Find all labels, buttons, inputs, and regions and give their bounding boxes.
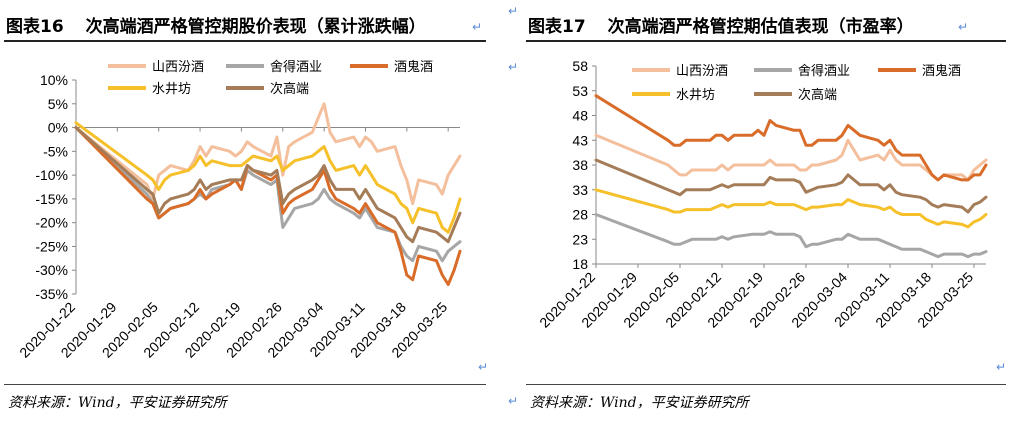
figure-number: 图表17 [528, 17, 586, 37]
y-tick-label: -20% [35, 215, 68, 231]
source-divider [4, 384, 486, 385]
title-divider [526, 40, 1006, 42]
series-line [74, 102, 462, 206]
line-chart-valuation: 5853484338332823182020-01-222020-01-2920… [536, 58, 988, 331]
y-tick-label: 48 [572, 108, 588, 124]
legend-label: 次高端 [798, 87, 837, 103]
figure-number: 图表16 [6, 17, 64, 37]
legend-label: 山西汾酒 [676, 64, 728, 79]
source-note: 资料来源：Wind，平安证券研究所 [8, 395, 227, 411]
y-tick-label: 58 [572, 58, 588, 74]
legend-label: 山西汾酒 [152, 60, 204, 75]
legend-label: 水井坊 [676, 88, 715, 103]
y-tick-label: 53 [572, 83, 588, 99]
y-tick-label: 38 [572, 157, 588, 173]
line-chart-stock-performance: 10%5%0%-5%-10%-15%-20%-25%-30%-35%2020-0… [16, 59, 462, 361]
y-tick-label: 0% [48, 120, 68, 136]
legend-label: 水井坊 [152, 82, 191, 97]
series-line [74, 126, 462, 263]
title-divider [4, 40, 486, 42]
figure-title: 次高端酒严格管控期股价表现（累计涨跌幅） [85, 17, 426, 37]
y-tick-label: 28 [572, 207, 588, 223]
series-line [594, 213, 988, 259]
return-mark-icon: ↵ [508, 60, 519, 74]
legend-label: 酒鬼酒 [922, 63, 961, 79]
figure-title: 次高端酒严格管控期估值表现（市盈率） [607, 17, 914, 37]
y-tick-label: 5% [48, 96, 68, 112]
y-tick-label: 23 [572, 231, 588, 247]
legend-label: 舍得酒业 [798, 63, 850, 79]
return-mark-icon: ↵ [508, 4, 519, 18]
source-divider [526, 384, 1006, 385]
series-line [594, 133, 988, 182]
return-mark-icon: ↵ [996, 360, 1007, 374]
y-tick-label: -25% [35, 238, 68, 254]
legend-label: 舍得酒业 [270, 59, 322, 75]
y-tick-label: 18 [572, 256, 588, 272]
y-tick-label: 43 [572, 132, 588, 148]
series-line [594, 188, 988, 229]
y-tick-label: -15% [35, 191, 68, 207]
legend-label: 次高端 [270, 81, 309, 97]
y-tick-label: -5% [43, 143, 68, 159]
chart-panel-17: 图表17 次高端酒严格管控期估值表现（市盈率） ↵ 58 53 48 43 38 33 28 2… [522, 0, 1020, 424]
return-mark-icon: ↵ [508, 394, 519, 408]
series-line [74, 126, 462, 286]
y-tick-label: -10% [35, 167, 68, 183]
series-line [74, 121, 462, 234]
return-mark-icon: ↵ [958, 20, 969, 34]
return-mark-icon: ↵ [478, 360, 489, 374]
return-mark-icon: ↵ [472, 20, 483, 34]
series-line [74, 126, 462, 244]
y-tick-label: -30% [35, 262, 68, 278]
y-tick-label: 33 [572, 182, 588, 198]
series-line [594, 94, 988, 182]
legend-label: 酒鬼酒 [394, 59, 433, 75]
chart-title: 图表17 次高端酒严格管控期估值表现（市盈率） [528, 12, 914, 37]
chart-title: 图表16 次高端酒严格管控期股价表现（累计涨跌幅） [6, 12, 426, 37]
y-tick-label: 10% [40, 72, 68, 88]
y-tick-label: -35% [35, 286, 68, 302]
chart-panel-16: 图表16 次高端酒严格管控期股价表现（累计涨跌幅） ↵ 10% 5% 0% -5% -10… [0, 0, 500, 424]
series-line [594, 158, 988, 214]
source-note: 资料来源：Wind，平安证券研究所 [530, 395, 749, 411]
